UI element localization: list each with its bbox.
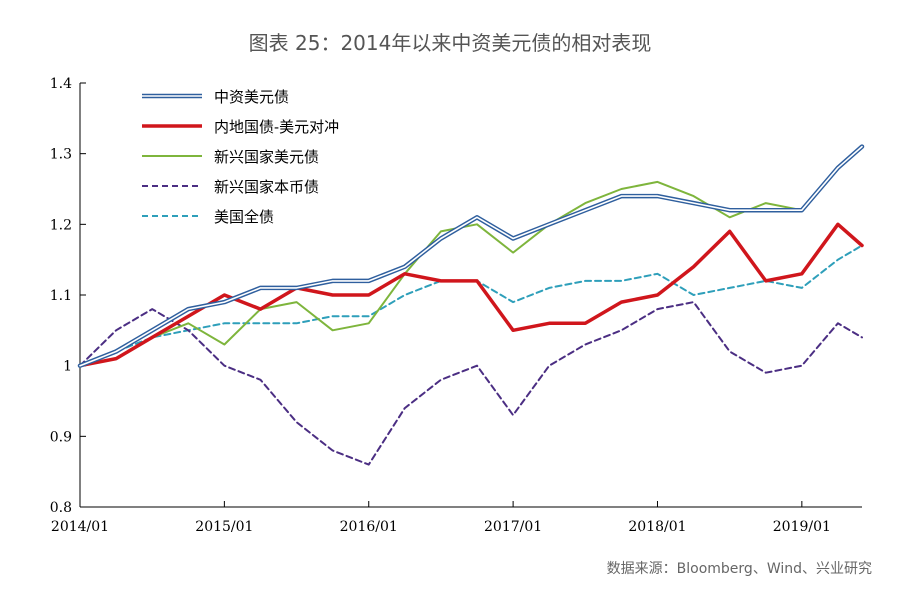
- y-tick-label: 1.3: [50, 147, 72, 163]
- source-note: 数据来源：Bloomberg、Wind、兴业研究: [607, 561, 872, 577]
- x-tick-label: 2019/01: [773, 519, 831, 535]
- x-tick-label: 2015/01: [195, 519, 253, 535]
- series-line-1: [78, 222, 864, 368]
- legend-label-4: 美国全债: [214, 208, 274, 226]
- series-line-3: [79, 301, 863, 466]
- y-tick-label: 1.1: [50, 288, 72, 304]
- legend-label-1: 内地国债-美元对冲: [214, 118, 339, 136]
- y-tick-label: 0.8: [50, 500, 72, 516]
- y-tick-label: 1.2: [50, 217, 72, 233]
- series-line-0: [79, 145, 863, 367]
- y-tick-label: 1: [63, 359, 72, 375]
- legend-label-0: 中资美元债: [214, 88, 289, 106]
- y-tick-label: 0.9: [50, 429, 72, 445]
- chart-title: 图表 25：2014年以来中资美元债的相对表现: [249, 31, 652, 55]
- x-tick-label: 2018/01: [628, 519, 686, 535]
- y-tick-label: 1.4: [50, 76, 72, 92]
- series-line-0: [77, 144, 865, 368]
- x-tick-label: 2017/01: [484, 519, 542, 535]
- x-tick-label: 2016/01: [340, 519, 398, 535]
- x-tick-label: 2014/01: [51, 519, 109, 535]
- legend-label-3: 新兴国家本币债: [214, 178, 319, 196]
- axes: 0.8 0.9 1 1.1 1.2 1.3 1.4 2014/01 2015/01 2016/01…: [50, 76, 862, 535]
- series-line-2: [79, 145, 863, 367]
- series-group: [77, 144, 865, 466]
- legend-label-2: 新兴国家美元债: [214, 148, 319, 166]
